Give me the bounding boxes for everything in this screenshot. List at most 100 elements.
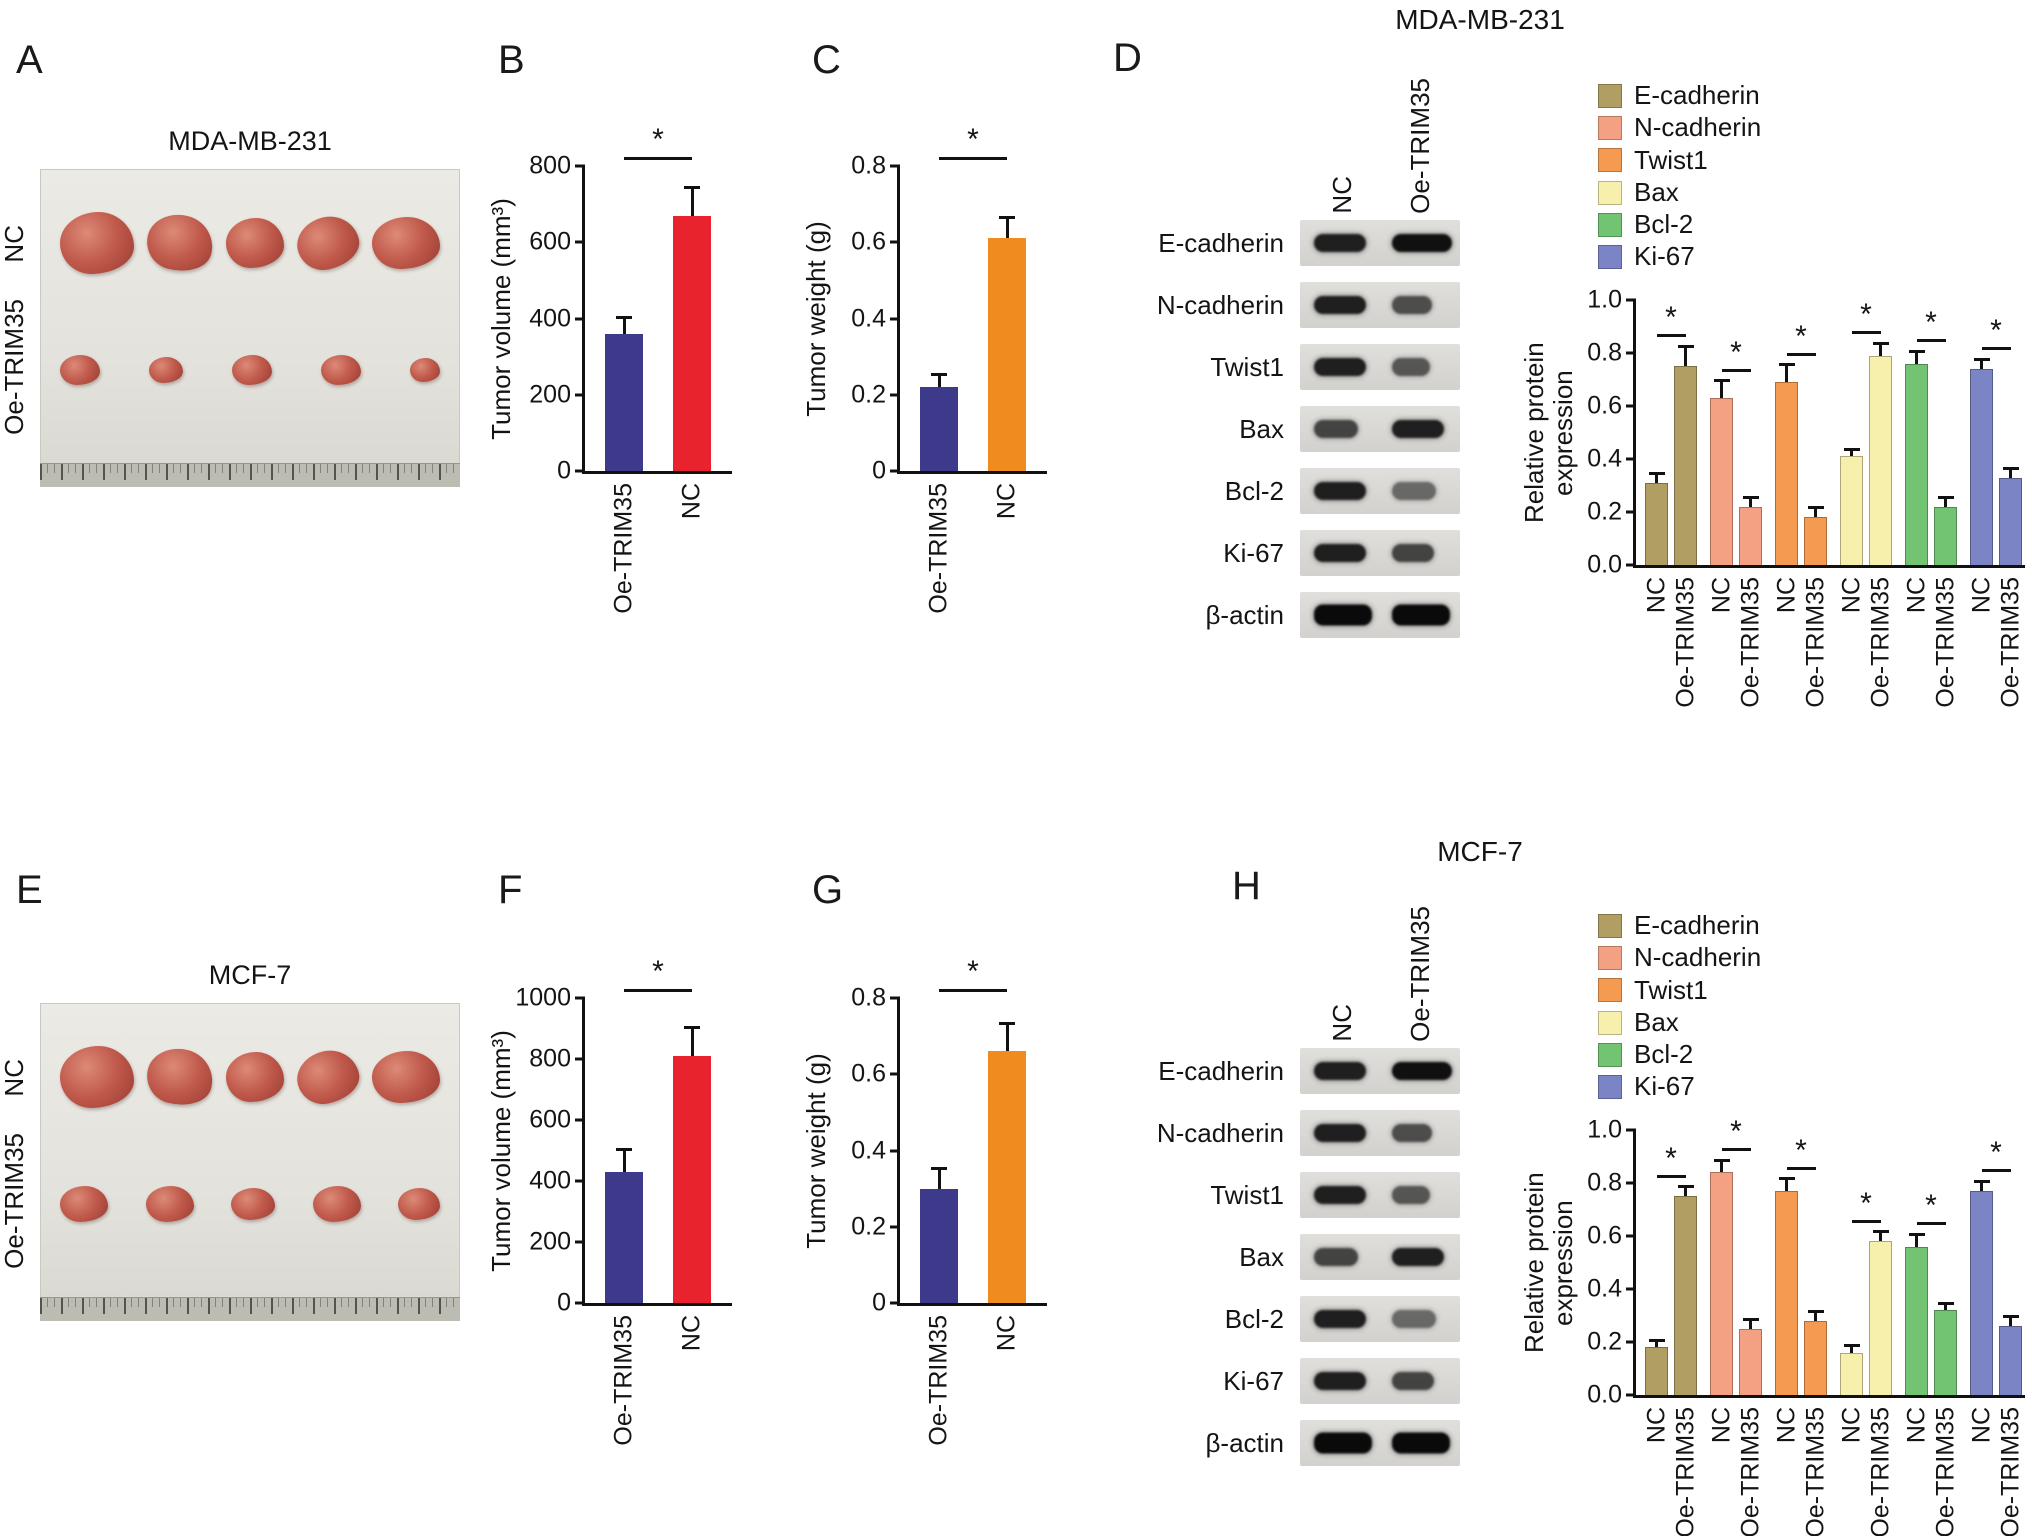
error-bar <box>937 1169 941 1189</box>
tumor <box>60 1046 134 1109</box>
blot-band <box>1314 1248 1358 1266</box>
y-tick-label: 0.4 <box>1587 1274 1622 1303</box>
tumor <box>410 358 440 383</box>
panel-letter-h: H <box>1232 864 1261 908</box>
tumor <box>232 355 272 386</box>
blot-row: Twist1 <box>1150 1172 1470 1218</box>
blot-row: Ki-67 <box>1150 1358 1470 1404</box>
blot-band <box>1392 296 1432 314</box>
x-tick-label: NC <box>677 483 706 520</box>
blot-rows: E-cadherin N-cadherin Twist1 Bax Bcl-2 Ki-67 β… <box>1150 1048 1470 1466</box>
blot-band <box>1392 1372 1434 1390</box>
y-tick-label: 800 <box>529 151 571 180</box>
plot-area: 0 200 400 600 800 Tumor volume (mm³) Oe-TRIM35… <box>486 125 732 614</box>
panel-letter-g: G <box>812 868 844 912</box>
blot-band <box>1314 1186 1366 1204</box>
legend-label: N-cadherin <box>1634 112 1762 143</box>
error-bar-cap <box>999 1021 1015 1025</box>
y-tick-mark <box>890 317 900 320</box>
western-blot-mcf: NC Oe-TRIM35 E-cadherin N-cadherin Twist1 Ba… <box>1150 898 1470 1482</box>
lane-labels: NC Oe-TRIM35 <box>1150 898 1470 1048</box>
error-bar-cap <box>616 1147 632 1151</box>
legend-label: Bax <box>1634 176 1679 207</box>
blot-row: E-cadherin <box>1150 1048 1470 1094</box>
blot-row: N-cadherin <box>1150 282 1470 328</box>
bar <box>673 1055 711 1303</box>
y-tick-mark <box>890 469 900 473</box>
error-bar-cap <box>1872 1230 1889 1234</box>
legend-swatch <box>1598 1075 1622 1100</box>
error-bar <box>1879 1233 1882 1242</box>
panel-letter-b: B <box>498 38 525 82</box>
blot-band <box>1392 1310 1436 1328</box>
plot-area: 0.0 0.2 0.4 0.6 0.8 1.0 Relative protein expre… <box>1519 287 2025 708</box>
error-bar-cap <box>2002 466 2019 470</box>
y-tick-label: 0.8 <box>1587 1168 1622 1197</box>
blot-protein-label: β-actin <box>1205 599 1284 630</box>
blot-row: β-actin <box>1150 592 1470 638</box>
y-tick-label: 1.0 <box>1587 1115 1622 1144</box>
legend-label: Twist1 <box>1634 974 1708 1005</box>
blot-image <box>1300 1296 1460 1342</box>
tumor <box>226 218 284 269</box>
y-tick-mark <box>890 164 900 168</box>
error-bar-cap <box>1937 495 1954 499</box>
blot-band <box>1392 358 1430 376</box>
y-tick-label: 600 <box>529 227 571 256</box>
tumor-row-nc <box>60 1041 440 1113</box>
blot-protein-label: E-cadherin <box>1158 227 1284 258</box>
bar <box>1775 382 1798 565</box>
blot-image <box>1300 282 1460 328</box>
y-tick-label: 0.2 <box>1587 1327 1622 1356</box>
blot-band <box>1314 482 1366 500</box>
y-tick-label: 0.6 <box>1587 391 1622 420</box>
row-label-oe-trim35: Oe-TRIM35 <box>0 1133 29 1269</box>
y-tick-mark <box>575 164 585 168</box>
sig-star: * <box>967 955 979 989</box>
y-tick-mark <box>1626 1234 1636 1238</box>
legend-swatch <box>1598 978 1622 1003</box>
sig-star: * <box>1730 335 1742 369</box>
blot-band <box>1314 1310 1366 1328</box>
y-tick-label: 400 <box>529 1166 571 1195</box>
y-tick-label: 0.6 <box>851 227 886 256</box>
blot-image <box>1300 468 1460 514</box>
y-tick-mark <box>890 1301 900 1305</box>
error-bar <box>1720 1161 1723 1173</box>
blot-image <box>1300 1358 1460 1404</box>
blot-protein-label: Ki-67 <box>1223 537 1284 568</box>
error-bar <box>1785 1180 1788 1191</box>
y-tick-label: 0.0 <box>1587 1380 1622 1409</box>
sig-star: * <box>1665 301 1677 335</box>
panel-letter-f: F <box>498 868 523 912</box>
lane-label: NC <box>1327 176 1357 214</box>
x-tick-label: NC <box>1967 1407 1995 1444</box>
error-bar-cap <box>1648 471 1665 475</box>
lane-label: Oe-TRIM35 <box>1405 906 1435 1042</box>
error-bar-cap <box>1843 448 1860 452</box>
blot-band <box>1392 544 1434 562</box>
y-tick-mark <box>575 996 585 1000</box>
y-tick-mark <box>575 317 585 320</box>
cell-line-title-mcf: MCF-7 <box>1437 836 1523 867</box>
y-tick-label: 0 <box>872 1288 886 1317</box>
blot-row: Bax <box>1150 406 1470 452</box>
legend-swatch <box>1598 913 1622 938</box>
tumor <box>141 208 219 279</box>
sig-star: * <box>1795 1133 1807 1167</box>
legend-swatch <box>1598 115 1622 140</box>
x-tick-label: Oe-TRIM35 <box>1931 1407 1959 1536</box>
y-tick-label: 0.2 <box>851 380 886 409</box>
blot-image <box>1300 344 1460 390</box>
error-bar-cap <box>1807 1309 1824 1313</box>
blot-row: E-cadherin <box>1150 220 1470 266</box>
y-tick-label: 0 <box>557 456 571 485</box>
x-tick-label: Oe-TRIM35 <box>1801 577 1829 708</box>
legend-label: E-cadherin <box>1634 910 1760 940</box>
bar <box>1674 1196 1697 1395</box>
blot-band <box>1392 1062 1452 1080</box>
tumor-photo: NC Oe-TRIM35 <box>0 169 460 487</box>
sig-bracket <box>1851 1219 1881 1223</box>
blot-band <box>1314 1432 1372 1454</box>
error-bar-cap <box>1937 1301 1954 1305</box>
